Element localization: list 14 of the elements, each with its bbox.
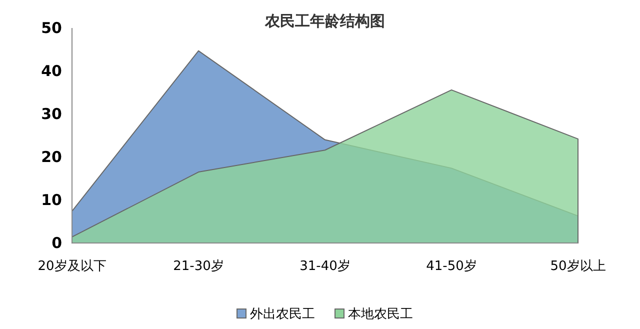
y-tick-label: 10	[41, 190, 62, 209]
y-tick-label: 20	[41, 148, 62, 166]
y-tick-label: 40	[41, 62, 62, 80]
legend-label: 外出农民工	[250, 307, 315, 322]
x-tick-label: 21-30岁	[173, 259, 224, 274]
y-tick-label: 30	[41, 104, 62, 123]
x-tick-label: 20岁及以下	[38, 259, 106, 274]
x-tick-label: 41-50岁	[426, 259, 477, 274]
y-tick-label: 50	[41, 18, 62, 37]
x-tick-label: 31-40岁	[300, 259, 350, 274]
chart-title: 农民工年龄结构图	[264, 12, 385, 30]
x-tick-label: 50岁以上	[550, 259, 606, 274]
y-tick-label: 0	[52, 234, 62, 252]
legend-label: 本地农民工	[348, 307, 413, 322]
